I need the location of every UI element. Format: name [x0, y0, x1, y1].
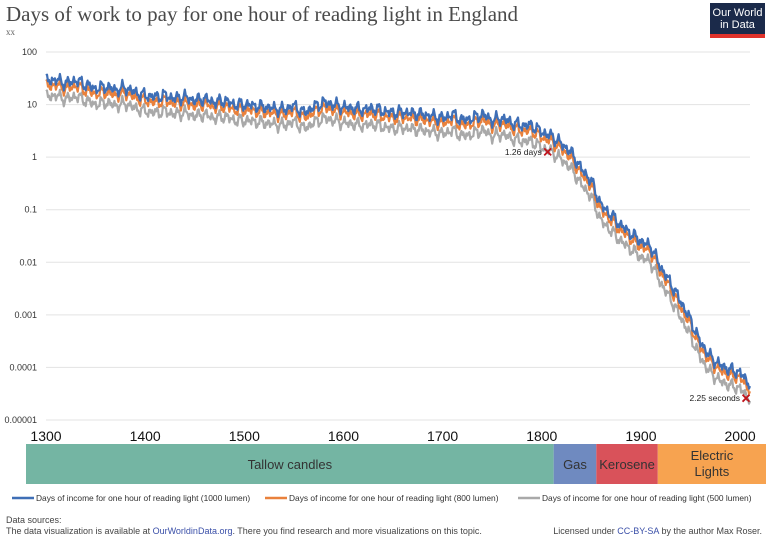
y-tick-label: 0.00001	[4, 415, 37, 425]
y-tick-label: 10	[27, 100, 37, 110]
y-tick-label: 0.001	[14, 310, 37, 320]
series-line-0	[45, 72, 752, 390]
owid-link[interactable]: OurWorldinData.org	[152, 526, 233, 536]
era-label: Kerosene	[599, 457, 655, 472]
era-label: Gas	[563, 457, 587, 472]
x-tick-label: 1300	[30, 428, 61, 444]
x-tick-label: 2000	[725, 428, 756, 444]
logo-line-2: in Data	[720, 19, 755, 31]
era-band	[657, 444, 766, 484]
y-tick-label: 1	[32, 152, 37, 162]
era-label: Electric	[691, 448, 734, 463]
license-link[interactable]: CC-BY-SA	[617, 526, 659, 536]
logo-line-1: Our World	[712, 7, 763, 19]
x-tick-label: 1400	[130, 428, 161, 444]
footer-note-prefix: The data visualization is available at	[6, 526, 153, 536]
x-tick-label: 1700	[427, 428, 458, 444]
owid-logo[interactable]: Our World in Data	[710, 3, 765, 38]
x-tick-label: 1600	[328, 428, 359, 444]
legend-label: Days of income for one hour of reading l…	[542, 493, 752, 503]
x-tick-label: 1800	[526, 428, 557, 444]
license-suffix: by the author Max Roser.	[658, 526, 762, 536]
era-label: Tallow candles	[248, 457, 333, 472]
annotation-marker	[543, 147, 552, 157]
era-label: Lights	[695, 464, 730, 479]
data-sources-label: Data sources:	[6, 515, 62, 525]
legend-label: Days of income for one hour of reading l…	[36, 493, 250, 503]
license-note: Licensed under CC-BY-SA by the author Ma…	[553, 526, 762, 536]
y-tick-label: 0.0001	[9, 362, 37, 372]
series-line-2	[45, 88, 752, 405]
footer-note: The data visualization is available at O…	[6, 526, 482, 536]
y-tick-label: 0.1	[24, 205, 37, 215]
footer-note-suffix: . There you find research and more visua…	[232, 526, 482, 536]
era-band	[26, 444, 554, 484]
annotation-label: 2.25 seconds	[689, 393, 740, 403]
annotation-label: 1.26 days	[505, 147, 542, 157]
y-tick-label: 0.01	[19, 257, 37, 267]
legend-label: Days of income for one hour of reading l…	[289, 493, 499, 503]
license-prefix: Licensed under	[553, 526, 618, 536]
annotation-marker	[741, 394, 751, 403]
era-band	[596, 444, 658, 484]
y-tick-label: 100	[22, 47, 37, 57]
era-band	[553, 444, 597, 484]
x-tick-label: 1500	[229, 428, 260, 444]
chart-subtitle: xx	[6, 27, 15, 37]
x-tick-label: 1900	[625, 428, 656, 444]
chart-title: Days of work to pay for one hour of read…	[6, 2, 519, 26]
